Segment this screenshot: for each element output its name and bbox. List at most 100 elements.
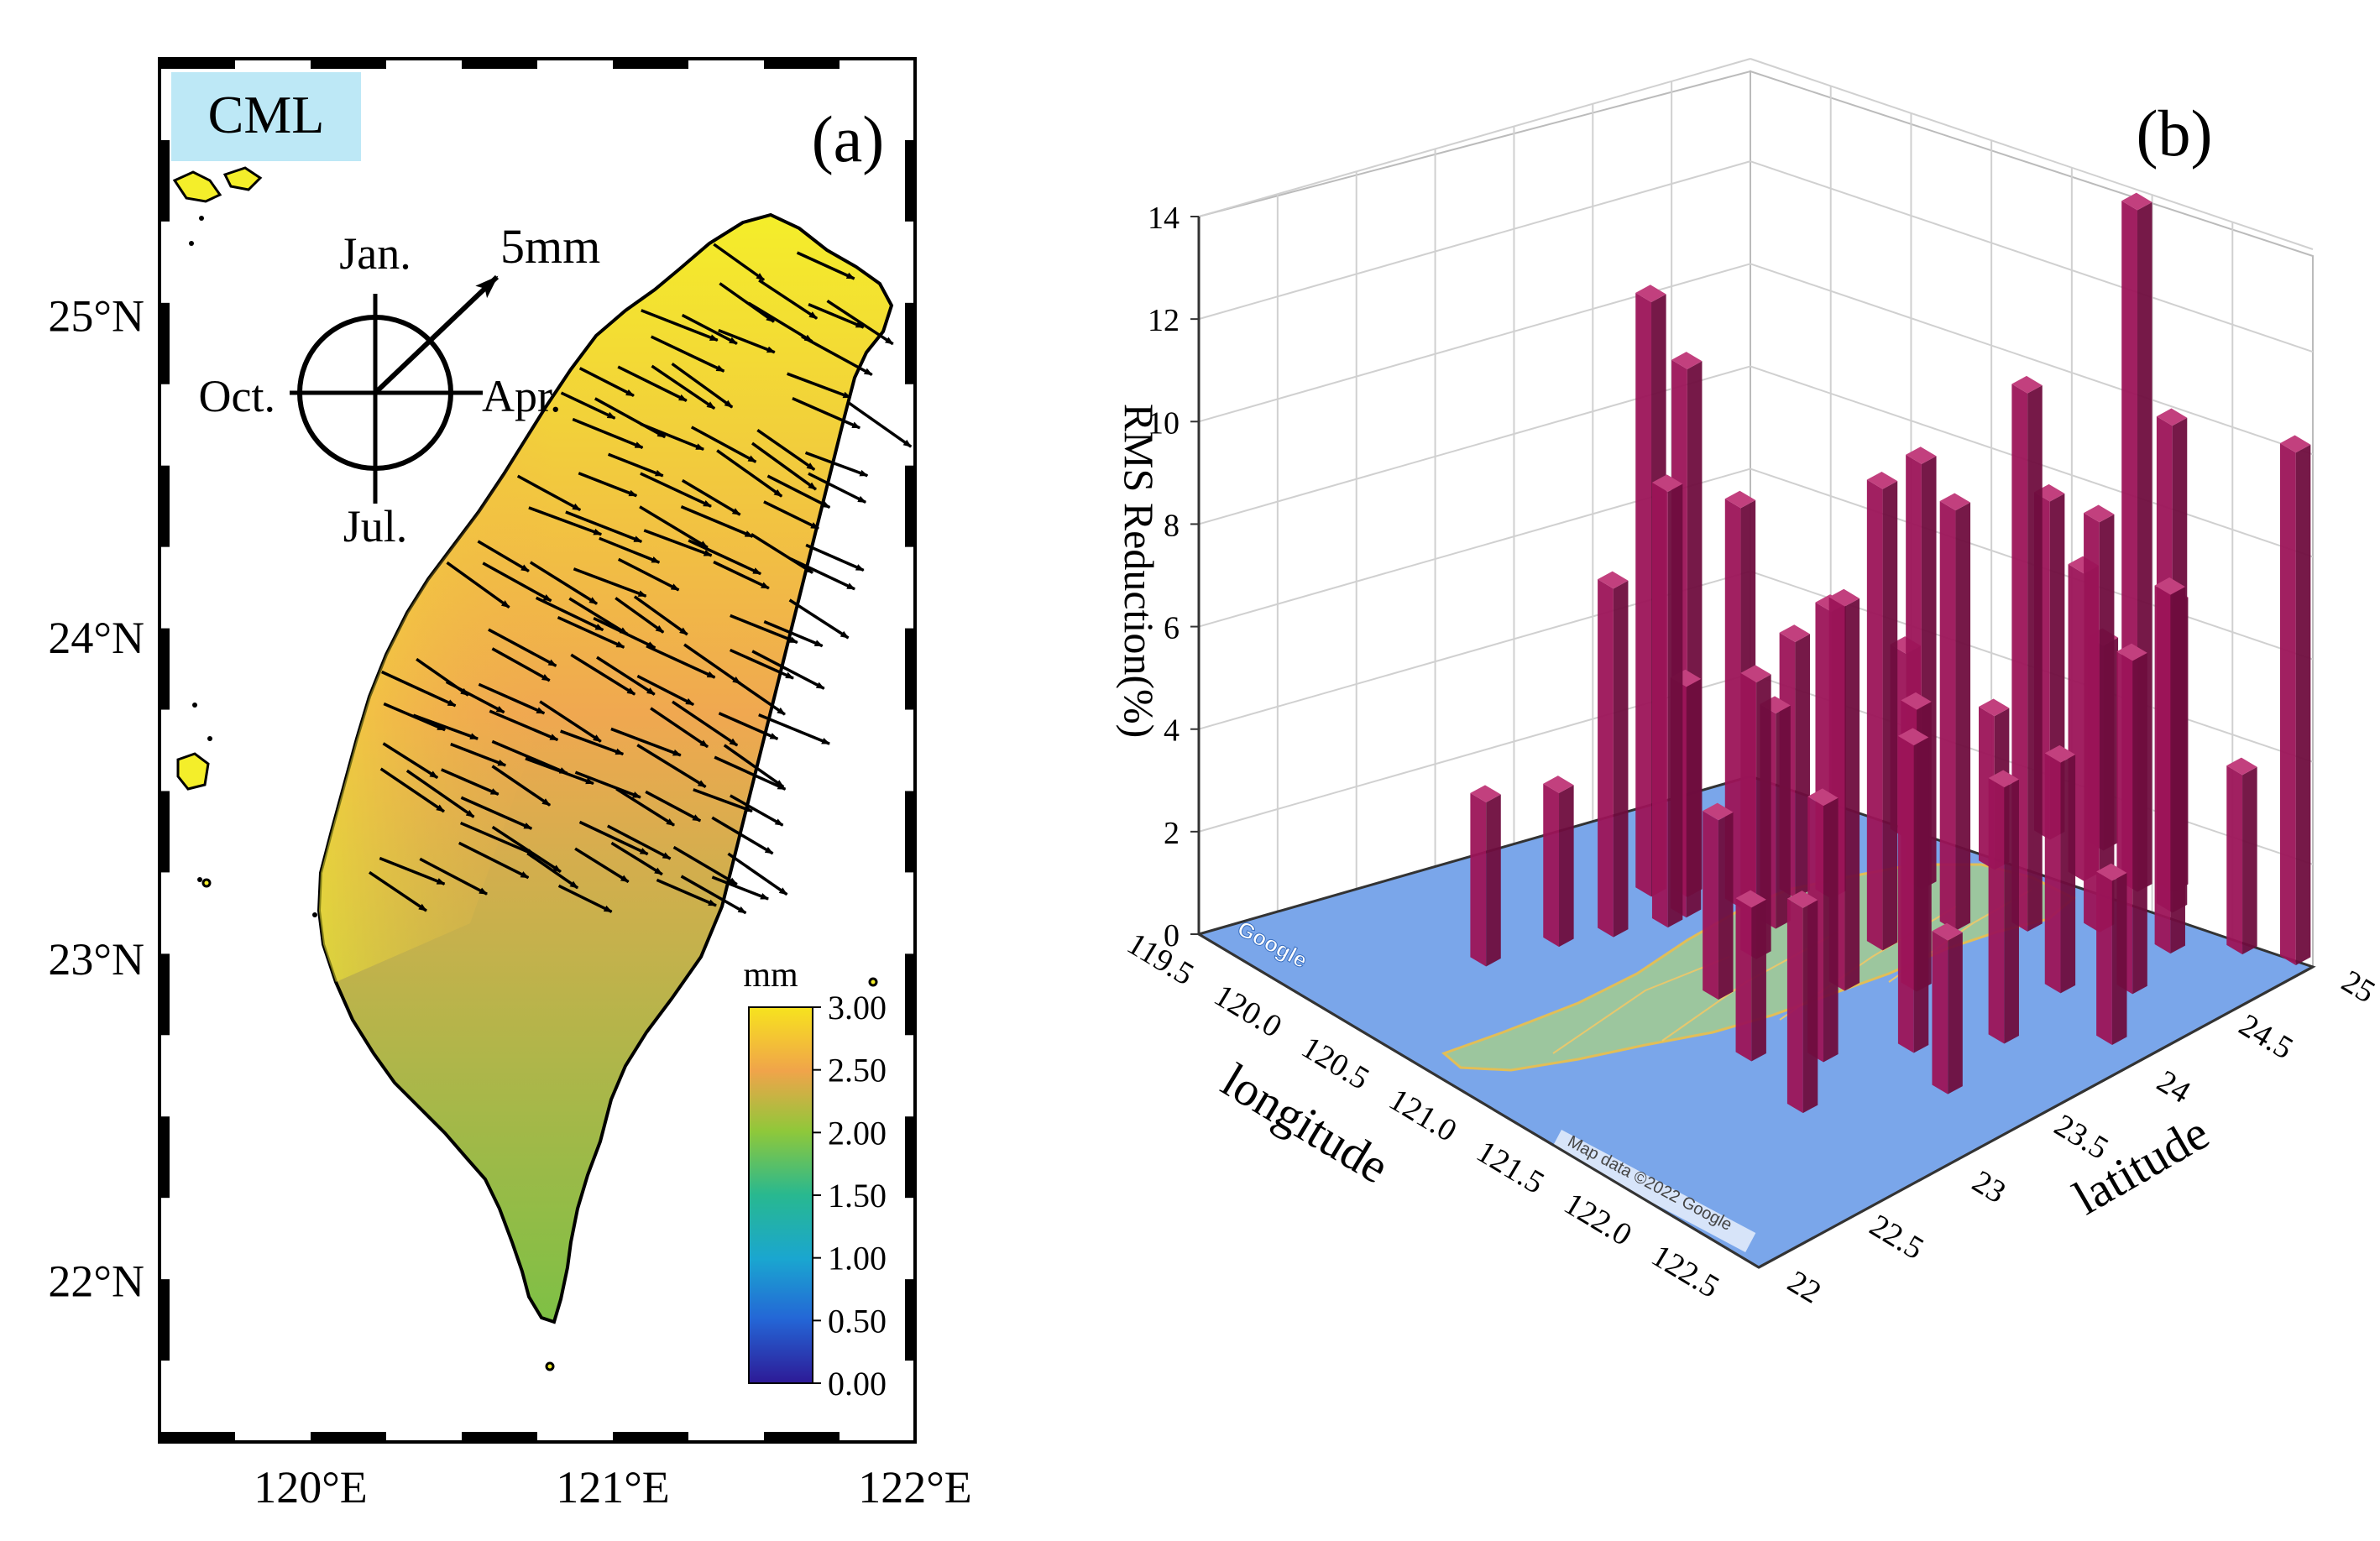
- phase-vector-arrow: [640, 472, 712, 508]
- bar-front-face: [2226, 765, 2243, 955]
- phase-vector-arrow: [369, 870, 427, 912]
- phase-vector-arrow: [615, 597, 665, 634]
- phase-vector-arrow: [730, 614, 798, 645]
- bar-side-face: [2004, 779, 2019, 1044]
- colorbar-tick-label: 3.00: [828, 989, 887, 1026]
- wall-gridline: [1198, 58, 1751, 217]
- bar: [1939, 493, 1971, 931]
- bar-side-face: [2242, 766, 2257, 955]
- phase-vector-arrow: [693, 788, 753, 813]
- frame-tick-top: [311, 57, 386, 69]
- phase-vector-arrow: [750, 533, 813, 574]
- legend-south-label: Jul.: [343, 501, 408, 551]
- x-tick-label: 121.0: [1383, 1082, 1462, 1149]
- bar-side-face: [1686, 678, 1702, 918]
- colorbar-unit: mm: [743, 956, 798, 995]
- frame-tick-left: [158, 953, 170, 1036]
- x-tick-label: 119.5: [1121, 926, 1200, 992]
- colorbar-tick-label: 0.00: [828, 1365, 887, 1403]
- bar-top-face: [1979, 698, 2010, 717]
- phase-vector-arrow: [639, 505, 709, 549]
- phase-vector-arrow: [557, 884, 613, 913]
- phase-vector-arrow: [599, 536, 661, 564]
- bar-top-face: [1543, 776, 1574, 793]
- bar-front-face: [1470, 792, 1487, 967]
- y-tick-label: 22: [1781, 1264, 1827, 1311]
- bar-top-face: [1724, 490, 1756, 509]
- phase-vector-arrow: [528, 506, 603, 536]
- phase-vector-arrow: [796, 251, 855, 280]
- bars: [1470, 192, 2311, 1114]
- bar-side-face: [1882, 481, 1898, 951]
- bar-top-face: [1740, 665, 1771, 683]
- bar-top-face: [2121, 192, 2152, 211]
- bar: [1988, 770, 2019, 1044]
- phase-vector-arrow: [713, 560, 770, 590]
- bar-front-face: [1724, 499, 1741, 908]
- colorbar-tick-label: 1.50: [828, 1177, 887, 1215]
- frame-tick-right: [905, 791, 917, 873]
- phase-vector-arrow: [805, 543, 865, 572]
- y-tick-label: 22°N: [48, 1256, 144, 1306]
- frame-tick-bottom: [311, 1432, 386, 1444]
- x-tick-label: 121.5: [1471, 1134, 1551, 1201]
- y-tick-label: 24°N: [48, 613, 144, 663]
- phase-vector-arrow: [650, 335, 725, 373]
- phase-vector-arrow: [482, 562, 552, 603]
- phase-vector-arrow: [570, 653, 636, 696]
- phase-vector-arrow: [525, 757, 594, 786]
- model-badge-label: CML: [208, 85, 325, 144]
- z-tick-label: 8: [1164, 508, 1180, 543]
- scale-arrow-label: 5mm: [500, 219, 600, 274]
- phase-vector-arrow: [578, 472, 638, 498]
- bar: [1598, 571, 1629, 938]
- bar-side-face: [2170, 587, 2185, 954]
- map-axis-labels: 120°E 121°E 122°E 25°N 24°N 23°N 22°N: [48, 291, 971, 1512]
- phase-vector-arrow: [574, 770, 641, 799]
- bar-top-face: [1635, 285, 1666, 302]
- y-axis-line: [1758, 965, 2314, 1269]
- bar-front-face: [2044, 753, 2061, 994]
- phase-vector-arrow: [808, 472, 867, 504]
- x-tick-label: 122°E: [858, 1462, 972, 1512]
- bar-side-face: [1802, 900, 1818, 1114]
- frame-tick-top: [613, 57, 688, 69]
- phase-vector-arrow: [790, 557, 855, 591]
- bar-top-face: [2154, 577, 2185, 595]
- phase-vector-arrow: [441, 768, 500, 796]
- bar: [2154, 577, 2185, 954]
- phase-vector-arrow: [718, 328, 776, 354]
- phase-vector-arrow: [672, 845, 738, 886]
- phase-vector-arrow: [419, 857, 488, 896]
- bar: [2096, 863, 2127, 1045]
- bar-side-face: [2027, 385, 2043, 932]
- phase-vector-arrow: [681, 313, 738, 345]
- frame-tick-right: [905, 1116, 917, 1199]
- phase-vector-arrow: [606, 824, 672, 860]
- colorbar-tick-label: 0.50: [828, 1302, 887, 1340]
- bar-side-face: [1913, 737, 1929, 1053]
- phase-vector-arrow: [690, 426, 757, 463]
- phase-vector-arrow: [641, 309, 719, 342]
- y-tick-label: 24.5: [2233, 1007, 2299, 1066]
- frame-tick-bottom: [764, 1432, 840, 1444]
- frame-tick-right: [905, 302, 917, 384]
- phase-vector-arrow: [491, 825, 562, 874]
- phase-vector-arrow: [539, 700, 602, 743]
- y-tick-label: 25°N: [48, 291, 144, 342]
- phase-vector-arrow: [459, 821, 536, 857]
- frame-tick-left: [158, 1116, 170, 1199]
- phase-vector-arrow: [681, 478, 741, 516]
- phase-vector-arrow: [478, 682, 546, 715]
- phase-vector-arrow: [716, 449, 783, 498]
- phase-vector-arrow: [489, 709, 559, 742]
- legend-west-label: Oct.: [199, 371, 275, 421]
- z-tick-label: 0: [1164, 918, 1180, 953]
- phase-vector-arrow: [751, 650, 825, 690]
- phase-vector-arrow: [610, 841, 663, 876]
- bar-front-face: [2154, 585, 2171, 954]
- bar: [1897, 728, 1929, 1053]
- frame-tick-left: [158, 465, 170, 547]
- frame-tick-left: [158, 139, 170, 222]
- phase-vector-arrow: [713, 243, 766, 282]
